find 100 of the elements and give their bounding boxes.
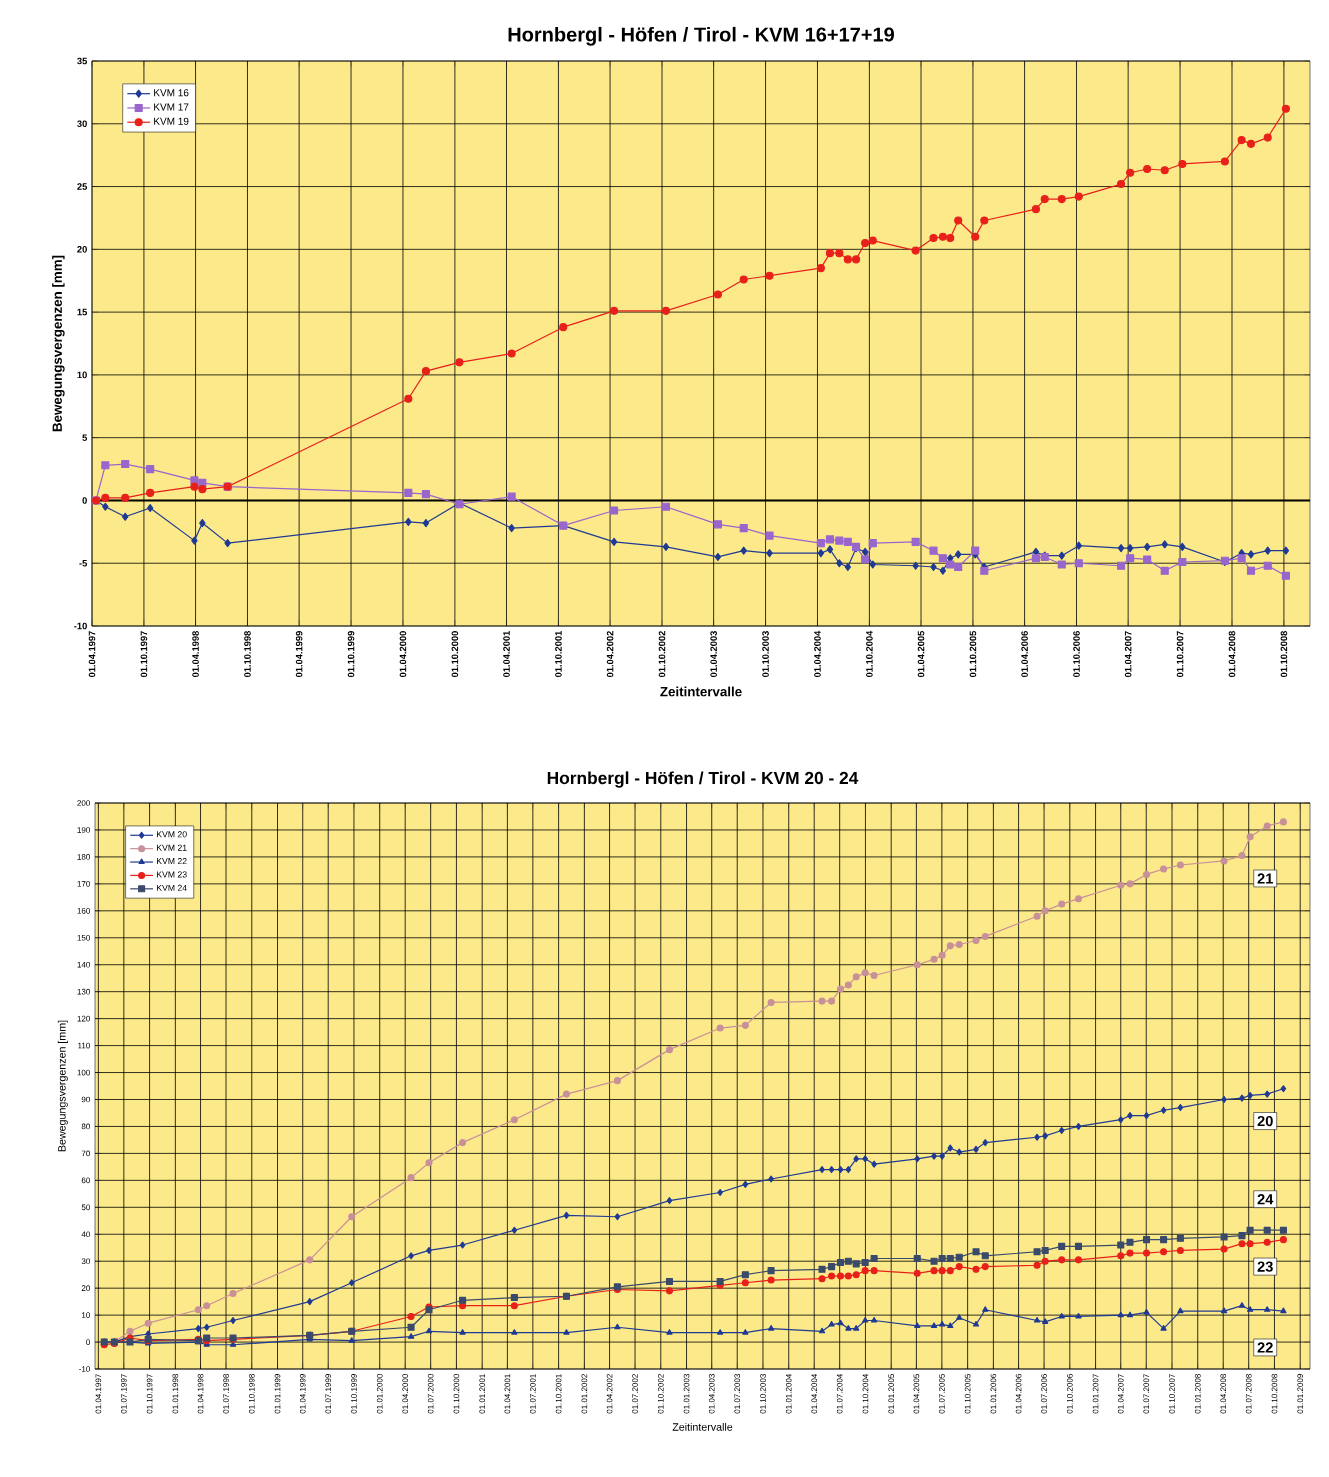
x-tick-label: 01.07.2007 <box>1143 1374 1150 1414</box>
x-tick-label: 01.01.2000 <box>376 1374 383 1414</box>
x-tick-label: 01.04.1999 <box>295 631 303 678</box>
legend-label: KVM 16 <box>154 89 189 97</box>
x-tick-label: 01.07.2003 <box>734 1374 741 1414</box>
x-tick-label: 01.10.2008 <box>1280 631 1288 678</box>
x-tick-label: 01.04.2008 <box>1220 1374 1227 1414</box>
y-tick-label: 25 <box>77 183 88 190</box>
x-tick-label: 01.04.1997 <box>95 1374 102 1414</box>
x-tick-label: 01.04.2004 <box>814 630 821 678</box>
y-tick-label: 190 <box>77 827 90 833</box>
annotation: 20 <box>1257 1115 1273 1127</box>
x-tick-label: 01.10.2007 <box>1176 631 1184 678</box>
x-tick-label: 01.04.2007 <box>1124 631 1132 678</box>
y-tick-label: 20 <box>77 246 87 253</box>
x-tick-label: 01.10.2003 <box>762 631 769 678</box>
x-tick-label: 01.10.2001 <box>555 1374 562 1414</box>
x-tick-label: 01.04.2001 <box>504 1374 511 1414</box>
x-tick-label: 01.07.2002 <box>632 1374 638 1414</box>
y-tick-label: 10 <box>82 1312 90 1318</box>
x-tick-label: 01.07.2004 <box>836 1373 843 1414</box>
y-tick-label: -10 <box>74 622 87 630</box>
legend-label: KVM 24 <box>156 884 187 891</box>
x-tick-label: 01.01.1999 <box>274 1374 281 1414</box>
y-tick-label: 35 <box>77 57 88 65</box>
x-tick-label: 01.10.1997 <box>140 631 148 678</box>
x-tick-label: 01.01.2005 <box>888 1374 895 1414</box>
y-tick-label: -5 <box>79 559 88 567</box>
x-tick-label: 01.10.2005 <box>964 1374 971 1414</box>
y-tick-label: 100 <box>77 1069 90 1076</box>
x-tick-label: 01.10.2006 <box>1073 631 1080 678</box>
x-tick-label: 01.04.2002 <box>606 1374 613 1414</box>
y-tick-label: 10 <box>77 371 87 379</box>
x-tick-label: 01.10.1998 <box>248 1374 255 1414</box>
y-tick-label: 110 <box>78 1042 90 1049</box>
x-tick-label: 01.01.2006 <box>990 1374 997 1414</box>
y-tick-label: 0 <box>82 497 87 504</box>
chart-title: Hornbergl - Höfen / Tirol - KVM 16+17+19 <box>508 26 894 46</box>
x-tick-label: 01.07.1999 <box>325 1374 332 1414</box>
x-tick-label: 01.01.2004 <box>785 1373 792 1414</box>
x-tick-label: 01.04.2001 <box>503 630 510 678</box>
x-tick-label: 01.07.1997 <box>121 1374 127 1414</box>
y-tick-label: 140 <box>77 961 90 968</box>
y-tick-label: 30 <box>81 1258 90 1265</box>
legend-label: KVM 22 <box>156 858 187 865</box>
x-tick-label: 01.07.2006 <box>1041 1374 1047 1414</box>
annotation: 21 <box>1257 873 1273 884</box>
x-tick-label: 01.07.2005 <box>939 1374 945 1414</box>
annotation: 24 <box>1257 1194 1274 1205</box>
y-tick-label: 90 <box>81 1096 90 1103</box>
y-tick-label: 15 <box>77 308 88 316</box>
legend-label: KVM 17 <box>154 103 189 111</box>
x-tick-label: 01.10.2008 <box>1271 1374 1278 1414</box>
x-tick-label: 01.10.1998 <box>244 631 251 678</box>
x-axis-title: Zeitintervalle <box>660 686 742 697</box>
x-tick-label: 01.10.2000 <box>453 1374 460 1414</box>
x-tick-label: 01.10.2001 <box>555 630 562 678</box>
x-tick-label: 01.07.2000 <box>427 1374 434 1414</box>
x-tick-label: 01.10.2002 <box>658 631 666 678</box>
x-tick-label: 01.10.2007 <box>1169 1374 1175 1414</box>
x-tick-label: 01.04.2006 <box>1015 1374 1022 1414</box>
y-tick-label: 50 <box>81 1204 90 1211</box>
x-tick-label: 01.10.2005 <box>969 630 977 678</box>
legend-label: KVM 20 <box>156 831 187 838</box>
x-tick-label: 01.10.2002 <box>657 1374 664 1414</box>
x-tick-label: 01.01.2003 <box>683 1374 690 1414</box>
y-tick-label: 70 <box>81 1150 90 1157</box>
y-tick-label: 200 <box>77 800 90 806</box>
x-tick-label: 01.07.2008 <box>1245 1374 1252 1414</box>
y-tick-label: -10 <box>79 1366 90 1372</box>
y-tick-label: 180 <box>77 854 90 860</box>
y-tick-label: 0 <box>86 1339 90 1345</box>
x-tick-label: 01.04.2005 <box>913 1374 920 1414</box>
x-tick-label: 01.10.1997 <box>146 1374 153 1414</box>
annotation: 22 <box>1257 1342 1273 1353</box>
y-axis-title: Bewegungsvergenzen [mm] <box>52 255 65 432</box>
x-tick-label: 01.10.2004 <box>862 1373 869 1414</box>
x-tick-label: 01.04.1998 <box>197 1374 204 1414</box>
x-axis-title: Zeitintervalle <box>672 1422 733 1431</box>
x-tick-label: 01.01.2001 <box>479 1374 486 1414</box>
x-tick-label: 01.04.2003 <box>708 1374 715 1414</box>
x-tick-label: 01.07.1998 <box>223 1374 229 1414</box>
y-tick-label: 60 <box>81 1177 90 1184</box>
legend-label: KVM 21 <box>156 844 187 851</box>
y-tick-label: 20 <box>81 1285 90 1291</box>
x-tick-label: 01.01.2002 <box>581 1374 588 1414</box>
y-tick-label: 30 <box>77 120 87 128</box>
x-tick-label: 01.04.1999 <box>299 1374 306 1414</box>
x-tick-label: 01.04.2002 <box>606 631 614 678</box>
x-tick-label: 01.01.1998 <box>172 1374 179 1414</box>
x-tick-label: 01.04.1998 <box>192 631 199 678</box>
x-tick-label: 01.10.2000 <box>451 631 459 678</box>
legend-label: KVM 19 <box>154 117 189 125</box>
x-tick-label: 01.04.2005 <box>917 630 925 678</box>
x-tick-label: 01.10.2006 <box>1066 1374 1073 1414</box>
x-tick-label: 01.04.2000 <box>402 1374 409 1414</box>
x-tick-label: 01.10.1999 <box>351 1374 357 1414</box>
chart-title: Hornbergl - Höfen / Tirol - KVM 20 - 24 <box>547 771 859 788</box>
y-tick-label: 120 <box>77 1015 90 1022</box>
x-tick-label: 01.04.2003 <box>710 631 717 678</box>
